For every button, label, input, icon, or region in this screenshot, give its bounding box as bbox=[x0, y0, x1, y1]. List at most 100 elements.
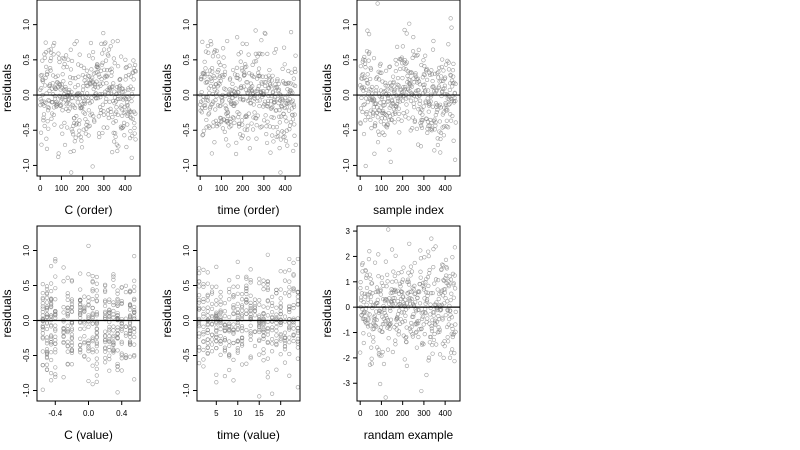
data-point bbox=[86, 357, 91, 362]
data-point bbox=[364, 49, 370, 54]
data-point bbox=[436, 296, 441, 302]
data-point bbox=[197, 266, 202, 271]
data-point bbox=[40, 331, 45, 336]
data-point bbox=[453, 157, 458, 162]
data-point bbox=[268, 82, 273, 87]
data-point bbox=[377, 63, 383, 68]
data-point bbox=[100, 130, 105, 136]
data-point bbox=[44, 352, 50, 357]
data-point bbox=[52, 40, 57, 46]
data-point bbox=[90, 274, 95, 279]
data-point bbox=[229, 123, 234, 128]
data-point bbox=[100, 102, 105, 107]
data-point bbox=[227, 343, 232, 348]
y-tick-label: -0.5 bbox=[22, 123, 31, 137]
data-point bbox=[284, 81, 289, 86]
data-point bbox=[282, 341, 288, 346]
y-axis-label: residuals bbox=[0, 289, 14, 337]
data-point bbox=[123, 355, 128, 360]
data-point bbox=[419, 327, 424, 332]
data-point bbox=[65, 297, 70, 303]
data-point bbox=[124, 144, 129, 150]
data-point bbox=[382, 321, 387, 326]
x-tick-label: 0 bbox=[198, 184, 203, 193]
data-point bbox=[388, 306, 393, 311]
data-point bbox=[385, 325, 390, 330]
data-point bbox=[119, 341, 124, 346]
data-point bbox=[227, 321, 232, 326]
plot-frame bbox=[356, 0, 461, 177]
data-point bbox=[400, 44, 405, 49]
data-point bbox=[40, 282, 45, 287]
data-point bbox=[248, 278, 253, 283]
data-point bbox=[62, 56, 67, 62]
data-point bbox=[72, 105, 78, 110]
data-point bbox=[270, 341, 275, 346]
data-point bbox=[444, 266, 449, 271]
data-point bbox=[282, 319, 288, 324]
data-point bbox=[43, 75, 48, 81]
data-point bbox=[420, 112, 425, 117]
data-point bbox=[107, 324, 112, 330]
data-point bbox=[44, 295, 50, 300]
data-point bbox=[49, 264, 54, 269]
data-point bbox=[49, 324, 54, 329]
data-point bbox=[378, 287, 383, 292]
data-point bbox=[378, 61, 383, 66]
data-point bbox=[287, 304, 292, 310]
data-point bbox=[211, 124, 216, 129]
data-point bbox=[371, 56, 377, 61]
data-point bbox=[385, 317, 390, 323]
x-tick-label: 200 bbox=[236, 184, 250, 193]
data-point bbox=[97, 74, 102, 79]
data-point bbox=[218, 352, 223, 358]
data-point bbox=[61, 279, 66, 284]
data-point bbox=[94, 349, 99, 354]
data-point bbox=[86, 299, 91, 304]
data-point bbox=[374, 324, 379, 329]
data-point bbox=[107, 308, 112, 313]
data-point bbox=[278, 333, 283, 338]
data-point bbox=[447, 317, 452, 322]
data-point bbox=[434, 109, 439, 115]
data-point bbox=[115, 313, 120, 318]
data-point bbox=[209, 301, 215, 307]
data-point bbox=[119, 339, 124, 344]
data-point bbox=[51, 52, 56, 57]
data-point bbox=[130, 133, 135, 139]
data-point bbox=[287, 325, 292, 331]
data-point bbox=[397, 302, 402, 307]
data-point bbox=[118, 76, 123, 82]
data-point bbox=[424, 299, 429, 304]
data-point bbox=[53, 328, 58, 333]
data-point bbox=[419, 388, 424, 394]
data-point bbox=[252, 329, 258, 334]
data-point bbox=[427, 340, 432, 345]
data-point bbox=[111, 56, 116, 61]
data-point bbox=[83, 80, 89, 85]
data-point bbox=[216, 122, 222, 127]
data-point bbox=[364, 302, 369, 307]
data-point bbox=[225, 119, 230, 124]
data-point bbox=[207, 111, 212, 116]
data-point bbox=[441, 133, 446, 138]
data-point bbox=[94, 373, 99, 378]
data-point bbox=[69, 335, 74, 340]
data-point bbox=[263, 80, 269, 85]
data-point bbox=[231, 303, 236, 308]
data-point bbox=[239, 303, 245, 308]
data-point bbox=[451, 138, 456, 143]
data-point bbox=[365, 81, 371, 86]
data-point bbox=[227, 297, 232, 302]
data-point bbox=[44, 64, 49, 69]
data-point bbox=[209, 315, 215, 320]
x-tick-label: 400 bbox=[278, 184, 292, 193]
data-point bbox=[235, 348, 240, 353]
data-point bbox=[252, 343, 258, 349]
data-point bbox=[388, 85, 393, 90]
data-point bbox=[283, 115, 288, 120]
data-point bbox=[82, 319, 87, 324]
data-point bbox=[278, 312, 283, 317]
